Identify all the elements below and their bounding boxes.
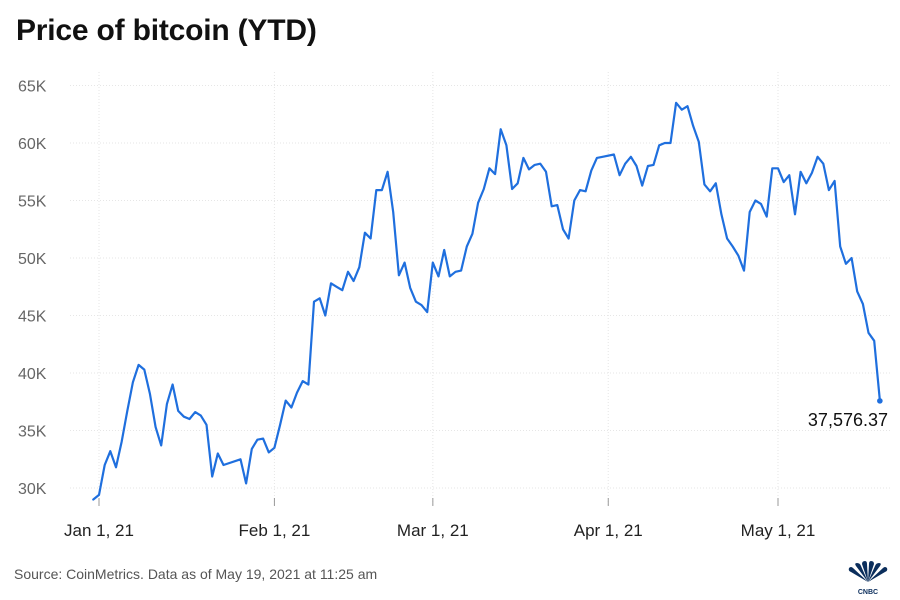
y-tick-label: 50K <box>18 251 47 268</box>
x-tick-label: Mar 1, 21 <box>397 521 469 540</box>
source-note: Source: CoinMetrics. Data as of May 19, … <box>14 566 378 582</box>
end-value-label: 37,576.37 <box>808 410 888 430</box>
x-tick-label: Apr 1, 21 <box>574 521 643 540</box>
y-tick-label: 45K <box>18 309 47 326</box>
y-tick-label: 60K <box>18 136 47 153</box>
gridlines <box>70 72 890 505</box>
logo-text: CNBC <box>858 589 878 596</box>
price-chart: 30K 35K 40K 45K 50K 55K 60K 65K Jan 1, 21 Feb 1,… <box>18 72 890 540</box>
price-series: 37,576.37 <box>92 101 888 501</box>
end-point-marker <box>877 398 883 404</box>
y-tick-label: 55K <box>18 194 47 211</box>
x-tick-label: May 1, 21 <box>741 521 816 540</box>
y-tick-label: 35K <box>18 424 47 441</box>
x-tick-label: Jan 1, 21 <box>64 521 134 540</box>
y-tick-label: 30K <box>18 481 47 498</box>
x-axis-ticks: Jan 1, 21 Feb 1, 21 Mar 1, 21 Apr 1, 21 May … <box>64 498 815 540</box>
cnbc-peacock-logo: CNBC <box>848 561 888 596</box>
chart-title: Price of bitcoin (YTD) <box>16 14 317 47</box>
y-tick-label: 40K <box>18 366 47 383</box>
y-axis-ticks: 30K 35K 40K 45K 50K 55K 60K 65K <box>18 79 47 499</box>
y-tick-label: 65K <box>18 79 47 96</box>
x-tick-label: Feb 1, 21 <box>238 521 310 540</box>
price-line <box>92 101 881 501</box>
